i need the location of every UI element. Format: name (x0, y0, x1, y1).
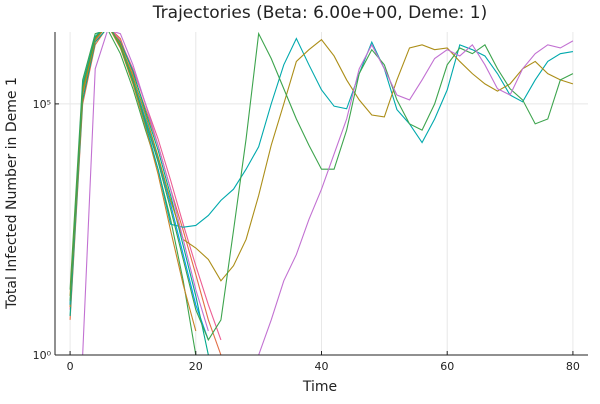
trajectory-line (69, 32, 209, 355)
trajectory-line (69, 32, 574, 296)
x-tick-label: 80 (566, 360, 580, 373)
trajectory-line (69, 32, 574, 305)
x-axis-label: Time (302, 379, 337, 395)
x-tick-label: 40 (315, 360, 329, 373)
y-tick-label: 10⁵ (33, 98, 51, 111)
y-axis-label: Total Infected Number in Deme 1 (4, 77, 20, 310)
trajectory-line (82, 32, 574, 355)
trajectory-line (69, 32, 574, 342)
chart-title: Trajectories (Beta: 6.00e+00, Deme: 1) (152, 3, 487, 23)
y-tick-label: 10⁰ (33, 349, 52, 362)
x-tick-label: 0 (67, 360, 74, 373)
x-tick-label: 20 (189, 360, 203, 373)
trajectory-line (69, 32, 222, 341)
trajectory-line (69, 32, 197, 355)
trajectory-line (69, 32, 222, 355)
x-tick-label: 60 (440, 360, 454, 373)
plot-lines (69, 32, 574, 355)
